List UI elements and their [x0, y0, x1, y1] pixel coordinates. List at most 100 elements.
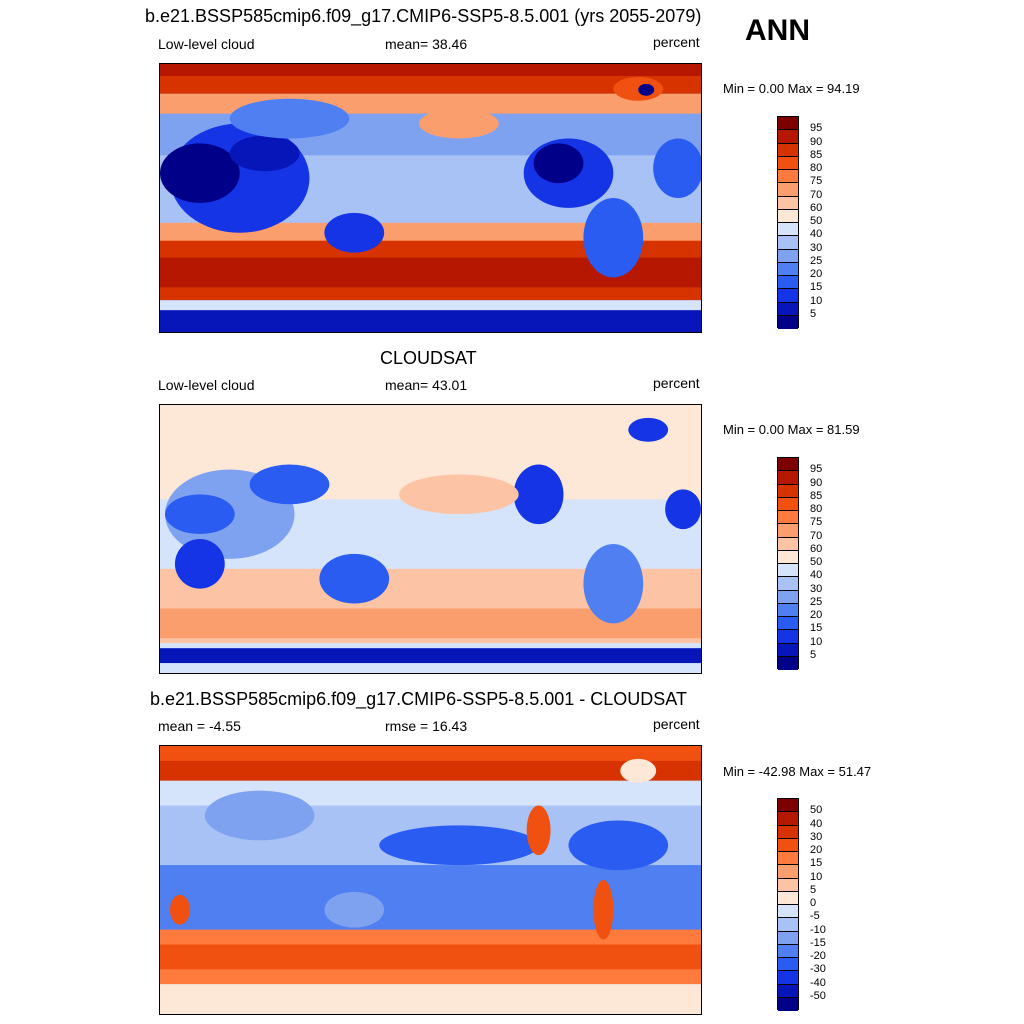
colorbar-label: 20 [810, 268, 823, 280]
colorbar-box [778, 550, 798, 564]
colorbar-label: -40 [810, 976, 826, 989]
colorbar-label: 70 [810, 188, 823, 201]
colorbar-label: 60 [810, 201, 823, 214]
colorbar-box [778, 143, 798, 157]
colorbar-label: 15 [810, 281, 823, 294]
panel-2-field [160, 405, 701, 673]
colorbar-label: 5 [810, 883, 817, 896]
colorbar-box [778, 905, 798, 919]
colorbar-box [778, 497, 798, 511]
colorbar-box [778, 984, 798, 998]
colorbar-label: 85 [810, 148, 823, 161]
colorbar-box [778, 117, 798, 131]
colorbar-label: 30 [810, 241, 823, 254]
colorbar-label: 90 [810, 135, 823, 148]
colorbar-label: 85 [810, 489, 823, 502]
colorbar-1 [777, 116, 799, 329]
colorbar-label: 50 [810, 804, 823, 817]
season-label: ANN [745, 14, 810, 47]
colorbar-box [778, 865, 798, 879]
colorbar-box [778, 471, 798, 485]
colorbar-box [778, 812, 798, 826]
colorbar-label: 0 [810, 897, 817, 909]
panel-3-field [160, 746, 701, 1014]
panel-1-mean: mean= 38.46 [385, 36, 468, 52]
colorbar-box [778, 997, 798, 1011]
panel-2-mean: mean= 43.01 [385, 377, 468, 393]
colorbar-box [778, 524, 798, 538]
colorbar-box [778, 891, 798, 905]
colorbar-label: 95 [810, 463, 823, 476]
colorbar-2 [777, 457, 799, 670]
colorbar-label: 15 [810, 857, 823, 870]
colorbar-box [778, 156, 798, 170]
colorbar-box [778, 209, 798, 223]
colorbar-box [778, 944, 798, 958]
colorbar-box [778, 196, 798, 210]
panel-1-minmax: Min = 0.00 Max = 94.19 [723, 81, 860, 96]
colorbar-label: 80 [810, 503, 823, 515]
colorbar-label: -20 [810, 950, 826, 962]
colorbar-box [778, 799, 798, 813]
colorbar-box [778, 537, 798, 551]
colorbar-box [778, 223, 798, 237]
colorbar-box [778, 617, 798, 631]
panel-1-title: b.e21.BSSP585cmip6.f09_g17.CMIP6-SSP5-8.… [145, 6, 702, 26]
colorbar-label: -50 [810, 989, 826, 1002]
colorbar-box [778, 918, 798, 932]
colorbar-box [778, 931, 798, 945]
colorbar-box [778, 484, 798, 498]
colorbar-box [778, 183, 798, 197]
colorbar-box [778, 656, 798, 670]
panel-2-title: CLOUDSAT [380, 348, 477, 368]
colorbar-label: 10 [810, 635, 823, 648]
colorbar-box [778, 643, 798, 657]
colorbar-box [778, 590, 798, 604]
panel-1-map [159, 63, 702, 333]
panel-1-units: percent [653, 34, 700, 50]
panel-1-field [160, 64, 701, 332]
colorbar-label: -15 [810, 936, 826, 949]
colorbar-box [778, 249, 798, 263]
colorbar-box [778, 577, 798, 591]
colorbar-box [778, 958, 798, 972]
colorbar-box [778, 302, 798, 316]
colorbar-box [778, 825, 798, 839]
panel-2-units: percent [653, 375, 700, 391]
colorbar-box [778, 315, 798, 329]
colorbar-label: 50 [810, 215, 823, 227]
panel-3-minmax: Min = -42.98 Max = 51.47 [723, 764, 872, 779]
colorbar-box [778, 289, 798, 303]
colorbar-box [778, 603, 798, 617]
panel-3-mean: mean = -4.55 [158, 718, 241, 734]
colorbar-label: 95 [810, 122, 823, 135]
colorbar-box [778, 276, 798, 290]
colorbar-label: 40 [810, 817, 823, 830]
colorbar-label: 70 [810, 529, 823, 542]
colorbar-box [778, 458, 798, 472]
colorbar-label: 5 [810, 648, 817, 661]
panel-2-map [159, 404, 702, 674]
colorbar-label: 40 [810, 569, 823, 582]
colorbar-label: 10 [810, 870, 823, 883]
colorbar-box [778, 838, 798, 852]
panel-1-variable: Low-level cloud [158, 36, 255, 52]
colorbar-label: 75 [810, 516, 823, 529]
colorbar-label: 25 [810, 595, 823, 608]
colorbar-box [778, 262, 798, 276]
colorbar-label: 30 [810, 830, 823, 843]
colorbar-box [778, 852, 798, 866]
colorbar-label: 25 [810, 254, 823, 267]
colorbar-label: 90 [810, 476, 823, 489]
panel-2-minmax: Min = 0.00 Max = 81.59 [723, 422, 860, 437]
colorbar-label: 60 [810, 542, 823, 555]
panel-2-variable: Low-level cloud [158, 377, 255, 393]
colorbar-box [778, 236, 798, 250]
colorbar-label: -10 [810, 923, 826, 936]
colorbar-label: -5 [810, 910, 820, 923]
colorbar-box [778, 130, 798, 144]
colorbar-label: 80 [810, 162, 823, 174]
colorbar-label: 50 [810, 556, 823, 568]
panel-3-map [159, 745, 702, 1015]
panel-3-units: percent [653, 716, 700, 732]
